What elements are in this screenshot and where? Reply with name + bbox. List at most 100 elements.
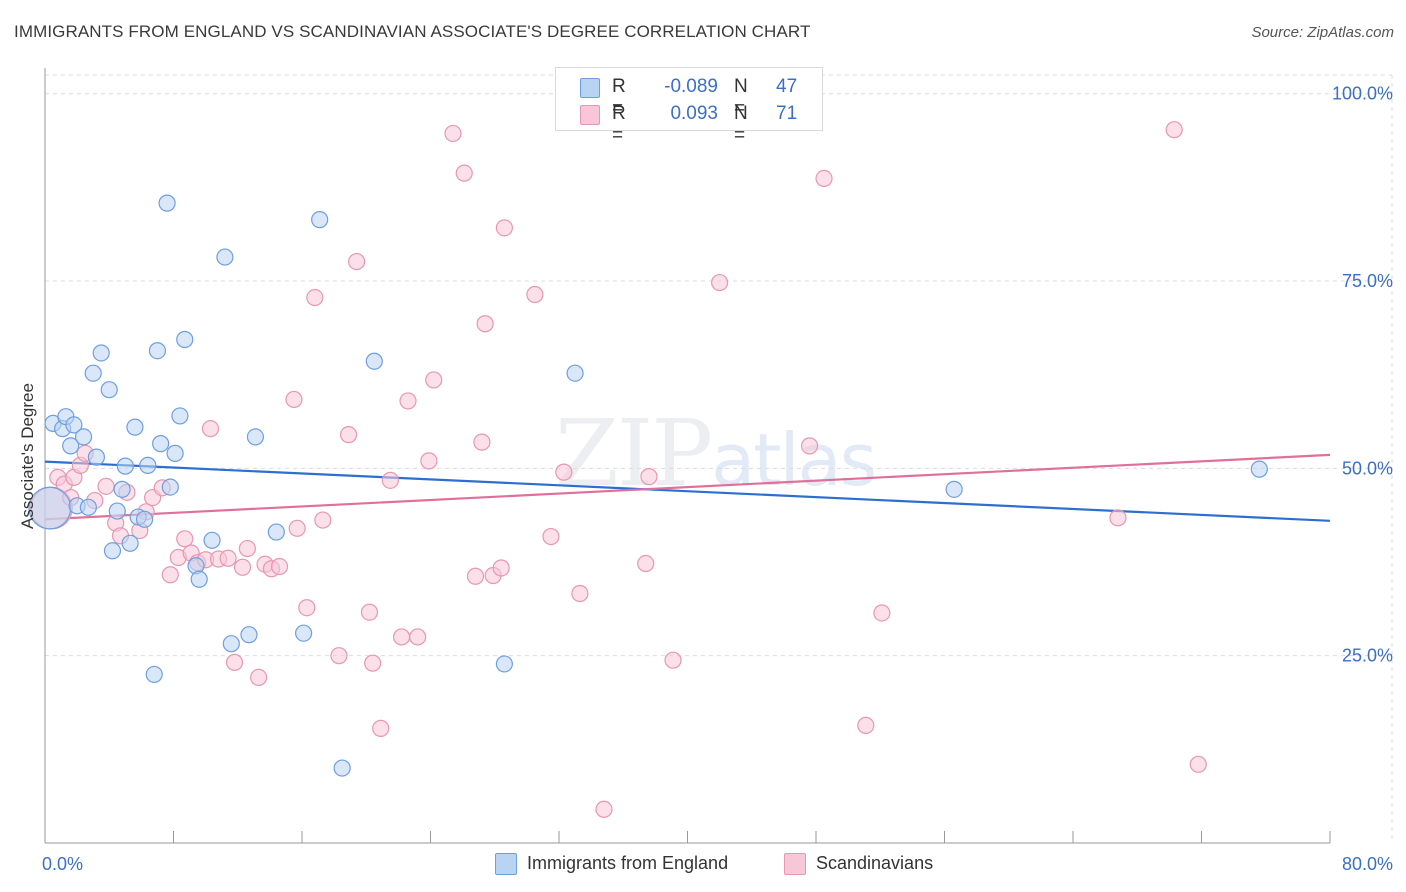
england-point <box>1250 460 1268 478</box>
england-point <box>139 456 157 474</box>
scandinavian-point <box>800 437 819 455</box>
scandinavian-point <box>372 719 390 737</box>
england-point <box>495 655 513 673</box>
scandinavian-point <box>285 390 303 409</box>
legend-swatch-scandinavians <box>784 853 806 875</box>
scandinavian-point <box>306 288 324 307</box>
scandinavian-point <box>176 530 194 548</box>
scandinavian-point <box>571 584 589 603</box>
england-point <box>108 502 126 520</box>
scandinavians-swatch <box>580 105 600 125</box>
england-point <box>216 248 234 266</box>
england-point <box>222 635 240 653</box>
scandinavian-point <box>420 452 438 470</box>
england-point <box>113 480 131 498</box>
england-point <box>65 416 83 434</box>
scandinavian-point <box>455 164 473 182</box>
gridlines <box>45 74 1393 843</box>
england-point <box>365 352 383 370</box>
scandinavian-point <box>219 549 237 567</box>
r-label: R = <box>612 76 626 119</box>
england-point <box>87 448 106 466</box>
scandinavian-point <box>637 554 655 573</box>
y-tick-label: 75.0% <box>1342 271 1393 291</box>
scandinavian-point <box>364 654 382 672</box>
scandinavian-point <box>1165 121 1183 139</box>
england-point <box>246 428 265 446</box>
england-point <box>240 626 258 644</box>
england-point <box>203 531 221 549</box>
england-swatch <box>580 78 600 98</box>
scandinavian-point <box>409 628 427 646</box>
scandinavian-point <box>381 471 399 489</box>
scandinavian-point <box>360 603 379 621</box>
scandinavian-point <box>711 273 729 292</box>
scandinavian-point <box>473 433 491 451</box>
scandinavian-point <box>495 219 513 237</box>
n-value: 71 <box>776 103 798 124</box>
england-point <box>161 478 179 496</box>
england-point <box>121 534 139 552</box>
england-point <box>166 444 184 462</box>
england-point <box>62 437 80 455</box>
scandinavian-point <box>555 463 573 481</box>
n-value: 47 <box>776 76 798 97</box>
scandinavian-point <box>526 285 544 304</box>
scandinavian-point <box>392 628 411 646</box>
england-point <box>566 364 584 382</box>
x-tick-label-min: 0.0% <box>42 854 83 874</box>
england-point <box>176 330 194 349</box>
legend-label: Immigrants from England <box>527 853 729 873</box>
trend-lines <box>44 453 1331 522</box>
x-tick-label-max: 80.0% <box>1342 854 1393 874</box>
england-point <box>79 498 97 516</box>
y-axis-label: Associate's Degree <box>18 383 37 529</box>
scandinavian-point <box>250 668 268 687</box>
england-point <box>92 344 110 362</box>
england-point <box>311 211 329 229</box>
scandinavian-point <box>664 651 682 669</box>
england-point <box>158 194 176 212</box>
tick-labels: 25.0% 50.0% 75.0% 100.0% 0.0% 80.0% <box>42 84 1393 874</box>
r-value: 0.093 <box>670 103 718 124</box>
scandinavian-point <box>542 527 560 546</box>
legend-label: Scandinavians <box>816 853 934 873</box>
england-point <box>190 570 208 588</box>
y-tick-label: 100.0% <box>1332 84 1393 104</box>
scandinavian-point <box>399 392 417 410</box>
y-tick-label: 50.0% <box>1342 458 1393 478</box>
scandinavian-point <box>330 647 348 665</box>
scandinavian-trend-line <box>44 453 1331 521</box>
scandinavian-point <box>225 653 244 672</box>
england-point <box>295 624 313 642</box>
england-point <box>267 523 285 541</box>
source-credit: Source: ZipAtlas.com <box>1251 24 1394 41</box>
scandinavian-point <box>815 169 833 187</box>
r-label: R = <box>612 103 626 146</box>
england-point <box>171 407 189 425</box>
england-trend-line <box>44 460 1331 522</box>
england-point <box>103 542 122 560</box>
england-point <box>148 342 167 360</box>
stats-box: R = -0.089 N = 47 R = 0.093 N = 71 <box>555 67 823 146</box>
data-points <box>28 121 1268 818</box>
scandinavian-point <box>288 519 306 537</box>
scandinavian-point <box>298 599 316 617</box>
scandinavian-point <box>857 716 875 734</box>
england-point <box>152 435 170 453</box>
scandinavian-point <box>595 800 613 818</box>
axes <box>44 68 1331 844</box>
england-point <box>333 759 351 777</box>
scandinavian-point <box>270 557 289 576</box>
scandinavian-point <box>476 315 494 333</box>
england-point <box>145 665 163 684</box>
scandinavian-point <box>640 468 658 486</box>
scandinavian-point <box>492 559 510 577</box>
england-point <box>126 418 144 436</box>
england-point <box>100 381 118 399</box>
scandinavian-point <box>444 124 462 143</box>
legend-swatch-england <box>495 853 517 875</box>
scandinavian-point <box>238 539 256 558</box>
y-tick-label: 25.0% <box>1342 646 1393 666</box>
